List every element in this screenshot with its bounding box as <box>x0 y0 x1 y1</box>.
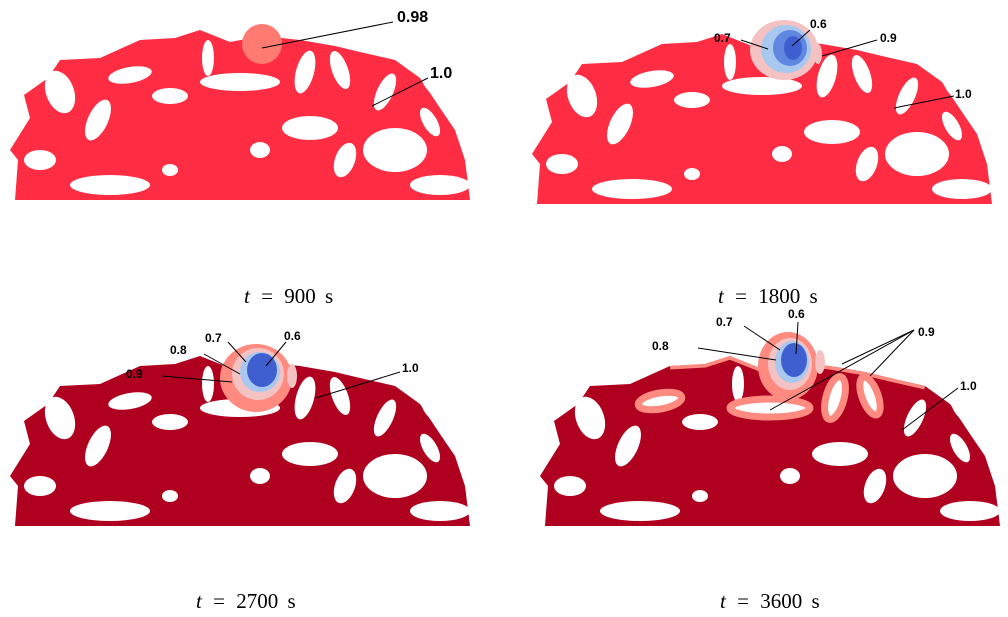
lesion-2 <box>750 20 822 80</box>
panel-1: 0.98 1.0 t = 900 s <box>10 9 480 308</box>
label-1-0: 1.0 <box>430 65 452 82</box>
label-0-8: 0.8 <box>652 339 669 353</box>
caption-4: t = 3600 s <box>720 589 820 613</box>
label-0-9: 0.9 <box>918 325 935 339</box>
label-1-0: 1.0 <box>402 361 419 375</box>
label-0-6: 0.6 <box>284 329 301 343</box>
label-0-7: 0.7 <box>205 331 222 345</box>
label-0-8: 0.8 <box>170 343 187 357</box>
label-0-7: 0.7 <box>714 31 731 45</box>
lesion-4 <box>758 332 825 400</box>
panel-2: 0.7 0.6 0.9 1.0 t = 1800 s <box>532 17 1002 308</box>
label-1-0: 1.0 <box>960 379 977 393</box>
label-0-9: 0.9 <box>880 31 897 45</box>
caption-1: t = 900 s <box>244 284 333 308</box>
label-1-0: 1.0 <box>955 87 972 101</box>
caption-3: t = 2700 s <box>196 589 296 613</box>
label-0-7: 0.7 <box>716 315 733 329</box>
label-0-6: 0.6 <box>788 307 805 321</box>
label-0-98: 0.98 <box>397 9 428 26</box>
caption-2: t = 1800 s <box>718 284 818 308</box>
label-0-6: 0.6 <box>810 17 827 31</box>
label-0-9: 0.9 <box>126 367 143 381</box>
region-0-98 <box>242 24 282 64</box>
panel-4: 0.8 0.7 0.6 0.9 1.0 t = 3600 s <box>540 307 1008 613</box>
panel-3: 0.9 0.8 0.7 0.6 1.0 t = 2700 s <box>10 329 480 613</box>
